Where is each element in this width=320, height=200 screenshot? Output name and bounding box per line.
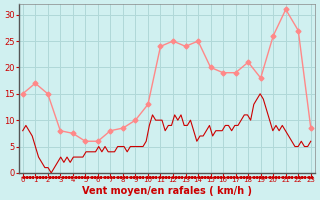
X-axis label: Vent moyen/en rafales ( km/h ): Vent moyen/en rafales ( km/h ) bbox=[82, 186, 252, 196]
